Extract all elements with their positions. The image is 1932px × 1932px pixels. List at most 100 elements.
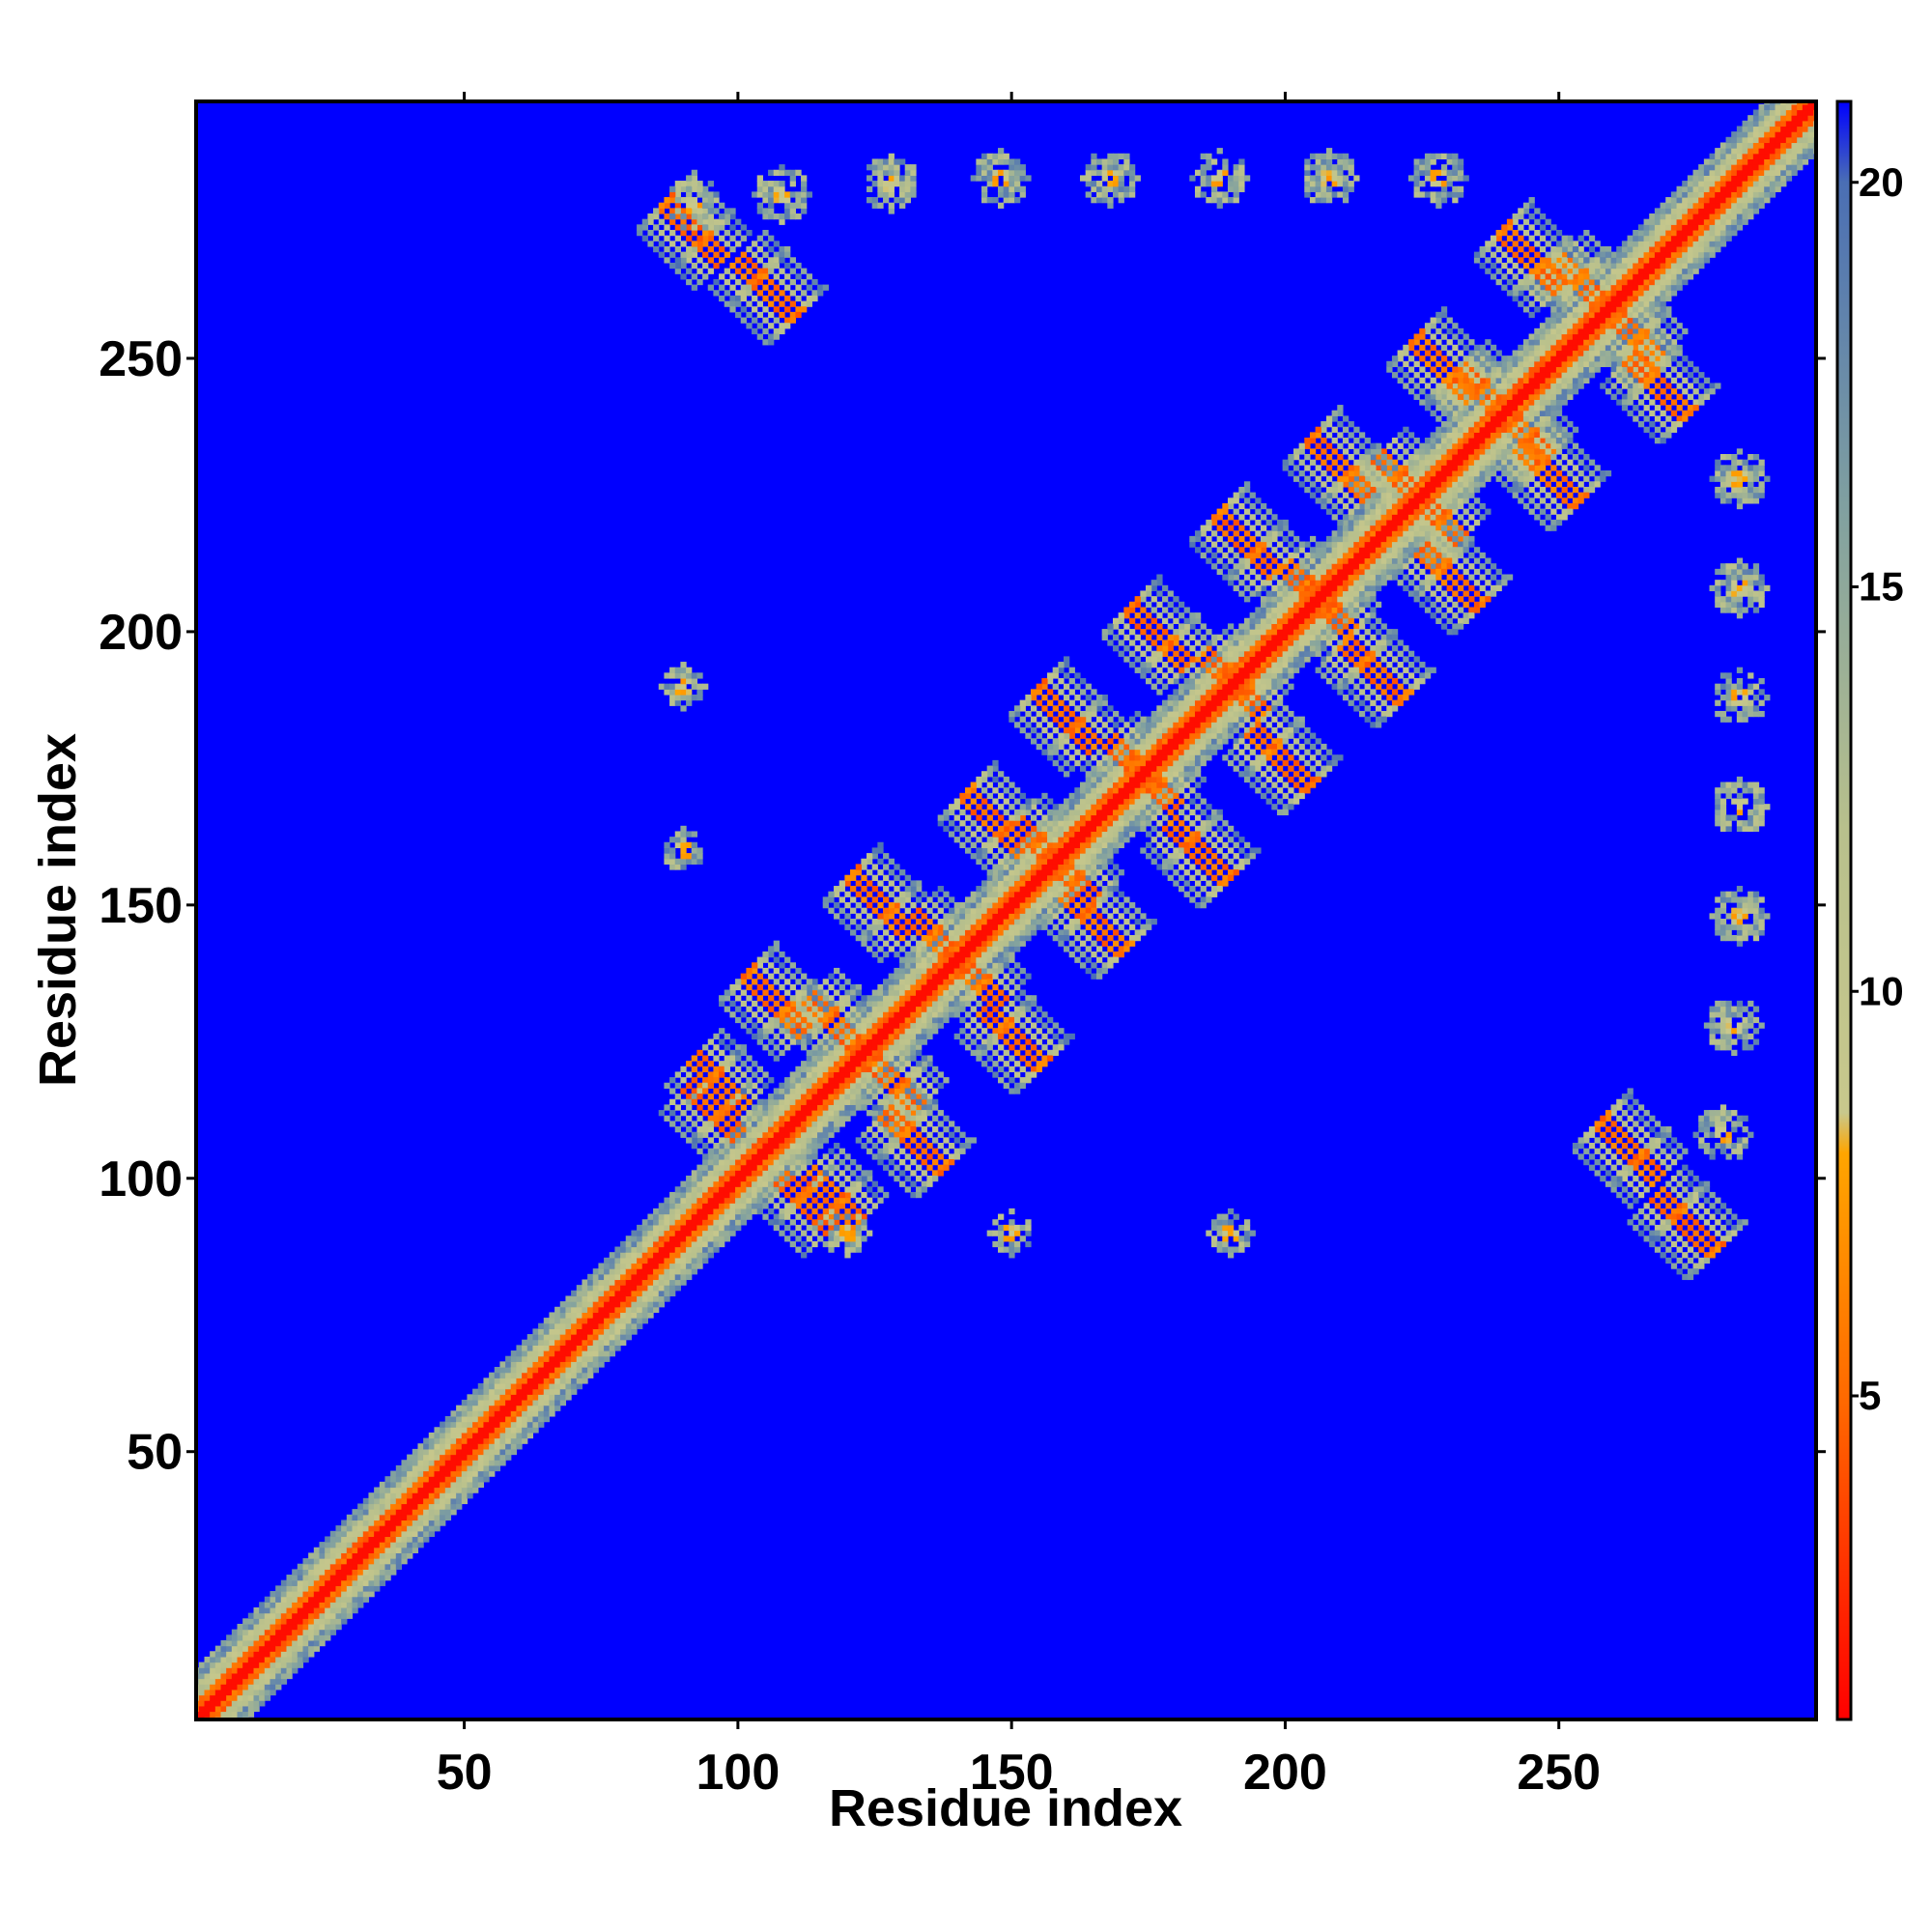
heatmap-cell	[1419, 465, 1426, 471]
heatmap-cell	[1091, 820, 1097, 827]
heatmap-cell	[1298, 629, 1305, 636]
heatmap-cell	[1403, 481, 1409, 488]
heatmap-cell	[1550, 327, 1557, 335]
heatmap-cell	[768, 1131, 775, 1138]
heatmap-cell	[456, 1443, 463, 1450]
heatmap-cell	[641, 1295, 648, 1302]
heatmap-cell	[784, 1115, 791, 1122]
heatmap-cell	[1249, 672, 1256, 679]
heatmap-cell	[374, 1509, 381, 1516]
heatmap-cell	[264, 1672, 271, 1680]
heatmap-cell	[1440, 426, 1448, 433]
heatmap-cell	[412, 1448, 419, 1456]
heatmap-cell	[1085, 820, 1092, 827]
heatmap-cell	[1068, 880, 1075, 887]
heatmap-cell	[1074, 831, 1081, 838]
heatmap-cell	[1473, 388, 1481, 395]
heatmap-cell	[877, 1038, 884, 1045]
heatmap-cell	[926, 1016, 933, 1024]
heatmap-cell	[713, 1197, 720, 1204]
heatmap-cell	[976, 983, 982, 991]
heatmap-cell	[526, 1345, 534, 1351]
heatmap-cell	[532, 1355, 539, 1362]
heatmap-cell	[1025, 919, 1032, 925]
heatmap-cell	[1112, 837, 1120, 843]
heatmap-cell	[1222, 716, 1229, 723]
heatmap-cell	[352, 1530, 358, 1538]
heatmap-cell	[861, 1049, 867, 1057]
heatmap-cell	[904, 1000, 911, 1008]
heatmap-cell	[440, 1464, 446, 1472]
heatmap-cell	[1391, 492, 1399, 498]
heatmap-cell	[1550, 383, 1557, 389]
heatmap-cell	[1282, 590, 1289, 597]
heatmap-cell	[1605, 257, 1612, 264]
heatmap-cell	[1151, 798, 1157, 805]
heatmap-cell	[669, 1203, 676, 1209]
heatmap-cell	[1637, 251, 1645, 258]
heatmap-cell	[308, 1639, 315, 1647]
heatmap-cell	[1064, 825, 1070, 833]
heatmap-cell	[855, 1082, 862, 1089]
heatmap-cell	[587, 1355, 594, 1362]
heatmap-cell	[1019, 864, 1026, 870]
heatmap-cell	[1107, 792, 1114, 800]
heatmap-cell	[526, 1334, 534, 1341]
heatmap-cell	[1178, 754, 1185, 761]
heatmap-cell	[587, 1334, 594, 1341]
heatmap-cell	[1009, 940, 1015, 947]
heatmap-cell	[1457, 448, 1464, 455]
heatmap-cell	[1621, 311, 1629, 319]
heatmap-cell	[637, 1306, 643, 1314]
heatmap-cell	[811, 1088, 818, 1094]
heatmap-cell	[477, 1470, 485, 1477]
heatmap-cell	[647, 1295, 654, 1302]
heatmap-cell	[259, 1667, 266, 1674]
heatmap-cell	[456, 1421, 463, 1428]
heatmap-cell	[1095, 858, 1103, 865]
heatmap-cell	[598, 1334, 605, 1341]
heatmap-cell	[1315, 612, 1321, 619]
heatmap-cell	[631, 1312, 638, 1319]
heatmap-cell	[784, 1143, 791, 1150]
heatmap-cell	[838, 1071, 845, 1078]
heatmap-cell	[499, 1405, 506, 1411]
heatmap-cell	[1315, 596, 1321, 603]
heatmap-cell	[1337, 574, 1344, 581]
heatmap-cell	[1380, 563, 1387, 570]
heatmap-cell	[280, 1651, 288, 1658]
heatmap-cell	[1293, 590, 1300, 597]
heatmap-cell	[1600, 273, 1606, 280]
heatmap-cell	[1364, 530, 1371, 537]
heatmap-cell	[204, 1667, 211, 1674]
heatmap-cell	[325, 1596, 331, 1603]
heatmap-cell	[1304, 568, 1311, 576]
heatmap-cell	[576, 1312, 583, 1319]
heatmap-cell	[1550, 393, 1557, 400]
heatmap-cell	[932, 962, 939, 969]
heatmap-cell	[313, 1575, 321, 1581]
heatmap-cell	[362, 1591, 370, 1598]
heatmap-cell	[702, 1224, 709, 1232]
heatmap-cell	[510, 1378, 518, 1384]
heatmap-cell	[1380, 492, 1387, 498]
heatmap-cell	[237, 1662, 243, 1668]
heatmap-cell	[1348, 607, 1354, 613]
heatmap-cell	[1550, 399, 1557, 406]
heatmap-cell	[549, 1405, 555, 1411]
heatmap-cell	[1512, 421, 1519, 428]
heatmap-cell	[1637, 295, 1645, 302]
heatmap-cell	[1200, 710, 1207, 718]
heatmap-cell	[1227, 662, 1235, 668]
heatmap-cell	[795, 1148, 802, 1154]
heatmap-cell	[641, 1290, 648, 1297]
heatmap-cell	[801, 1094, 808, 1100]
heatmap-cell	[1539, 333, 1547, 340]
heatmap-cell	[461, 1464, 469, 1472]
heatmap-cell	[604, 1355, 611, 1362]
heatmap-cell	[631, 1273, 638, 1281]
heatmap-cell	[669, 1208, 676, 1215]
heatmap-cell	[440, 1437, 446, 1444]
heatmap-cell	[198, 1705, 206, 1713]
heatmap-cell	[1583, 295, 1590, 302]
